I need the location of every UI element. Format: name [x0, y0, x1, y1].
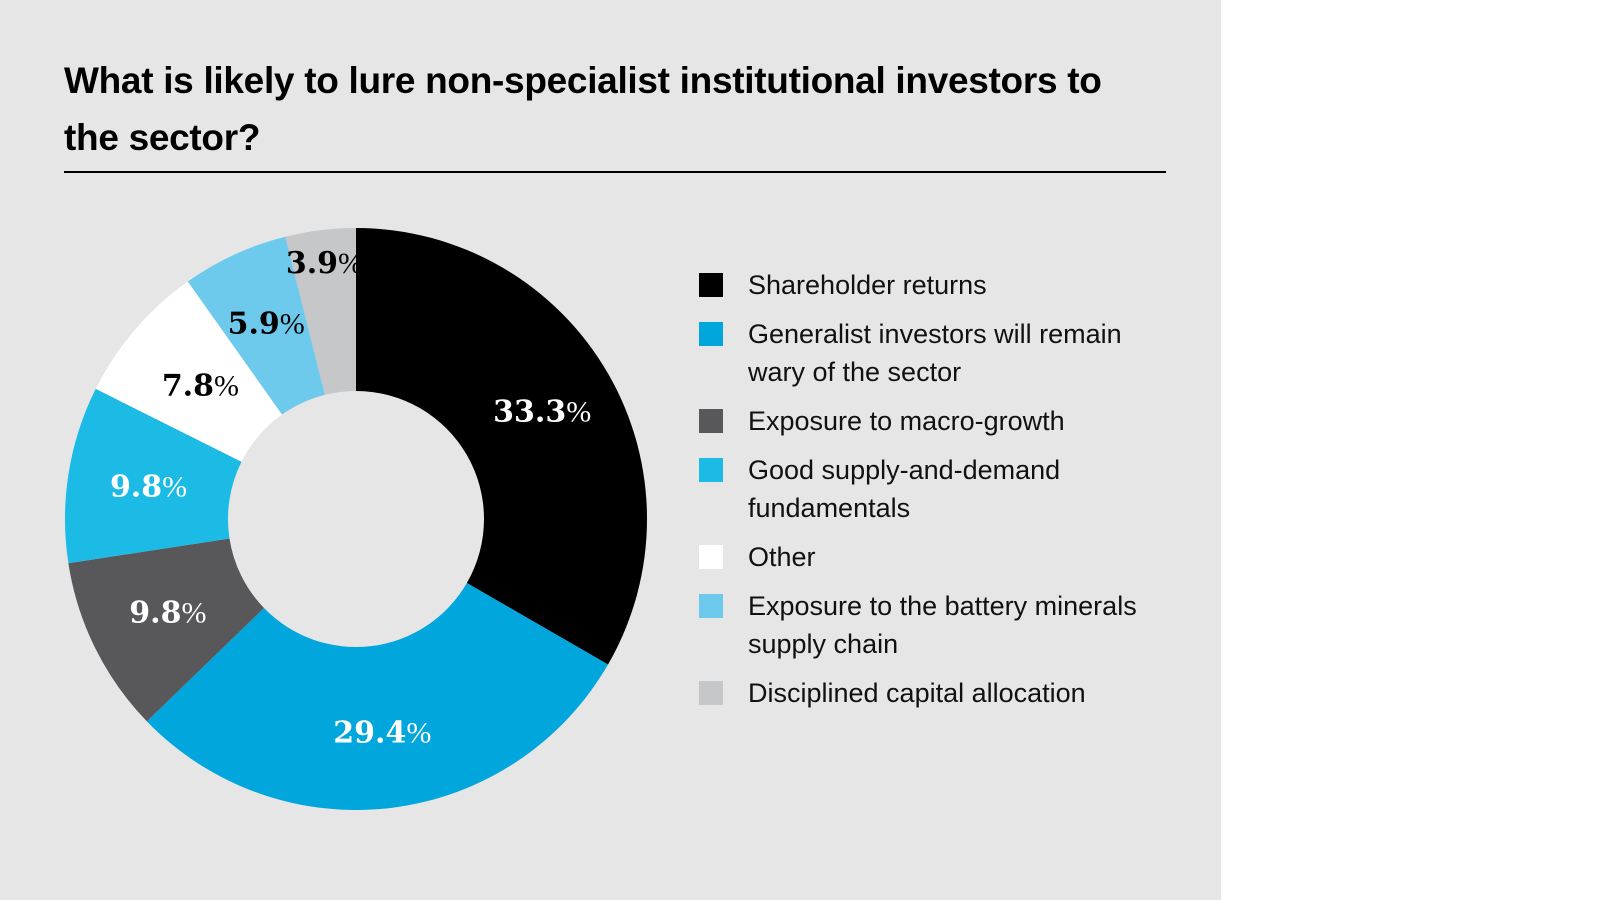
data-label: 29.4%	[333, 715, 431, 750]
legend-label: Exposure to the battery minerals supply …	[748, 591, 1137, 659]
legend-label: Exposure to macro-growth	[748, 406, 1065, 436]
legend-item: Good supply-and-demand fundamentals	[699, 451, 1159, 527]
legend-label: Disciplined capital allocation	[748, 678, 1086, 708]
legend-swatch	[699, 273, 723, 297]
donut-slice	[95, 281, 283, 462]
legend-swatch	[699, 545, 723, 569]
legend-label: Shareholder returns	[748, 270, 987, 300]
title-divider	[64, 171, 1166, 173]
donut-slice	[356, 228, 647, 665]
legend-item: Other	[699, 538, 1159, 576]
legend-label: Generalist investors will remain wary of…	[748, 319, 1122, 387]
legend: Shareholder returns Generalist investors …	[699, 266, 1159, 723]
legend-swatch	[699, 458, 723, 482]
data-label: 9.8%	[129, 595, 206, 630]
donut-chart: 33.3% 29.4% 9.8% 9.8% 7.8% 5.9% 3.9%	[65, 228, 647, 811]
donut-slice	[65, 388, 242, 564]
data-label: 9.8%	[110, 469, 187, 504]
legend-item: Shareholder returns	[699, 266, 1159, 304]
legend-swatch	[699, 594, 723, 618]
donut-slice	[285, 228, 356, 395]
data-label: 3.9%	[286, 246, 363, 281]
legend-label: Other	[748, 542, 816, 572]
donut-slice	[187, 236, 325, 415]
legend-item: Exposure to the battery minerals supply …	[699, 587, 1159, 663]
legend-label: Good supply-and-demand fundamentals	[748, 455, 1061, 523]
data-label: 33.3%	[493, 395, 591, 430]
chart-title: What is likely to lure non-specialist in…	[64, 60, 1102, 158]
donut-slice	[68, 538, 265, 722]
donut-slice	[146, 583, 609, 811]
legend-item: Exposure to macro-growth	[699, 402, 1159, 440]
data-label: 7.8%	[162, 369, 239, 404]
legend-item: Generalist investors will remain wary of…	[699, 315, 1159, 391]
legend-swatch	[699, 681, 723, 705]
data-label: 5.9%	[228, 307, 305, 342]
legend-item: Disciplined capital allocation	[699, 674, 1159, 712]
legend-swatch	[699, 409, 723, 433]
legend-swatch	[699, 322, 723, 346]
